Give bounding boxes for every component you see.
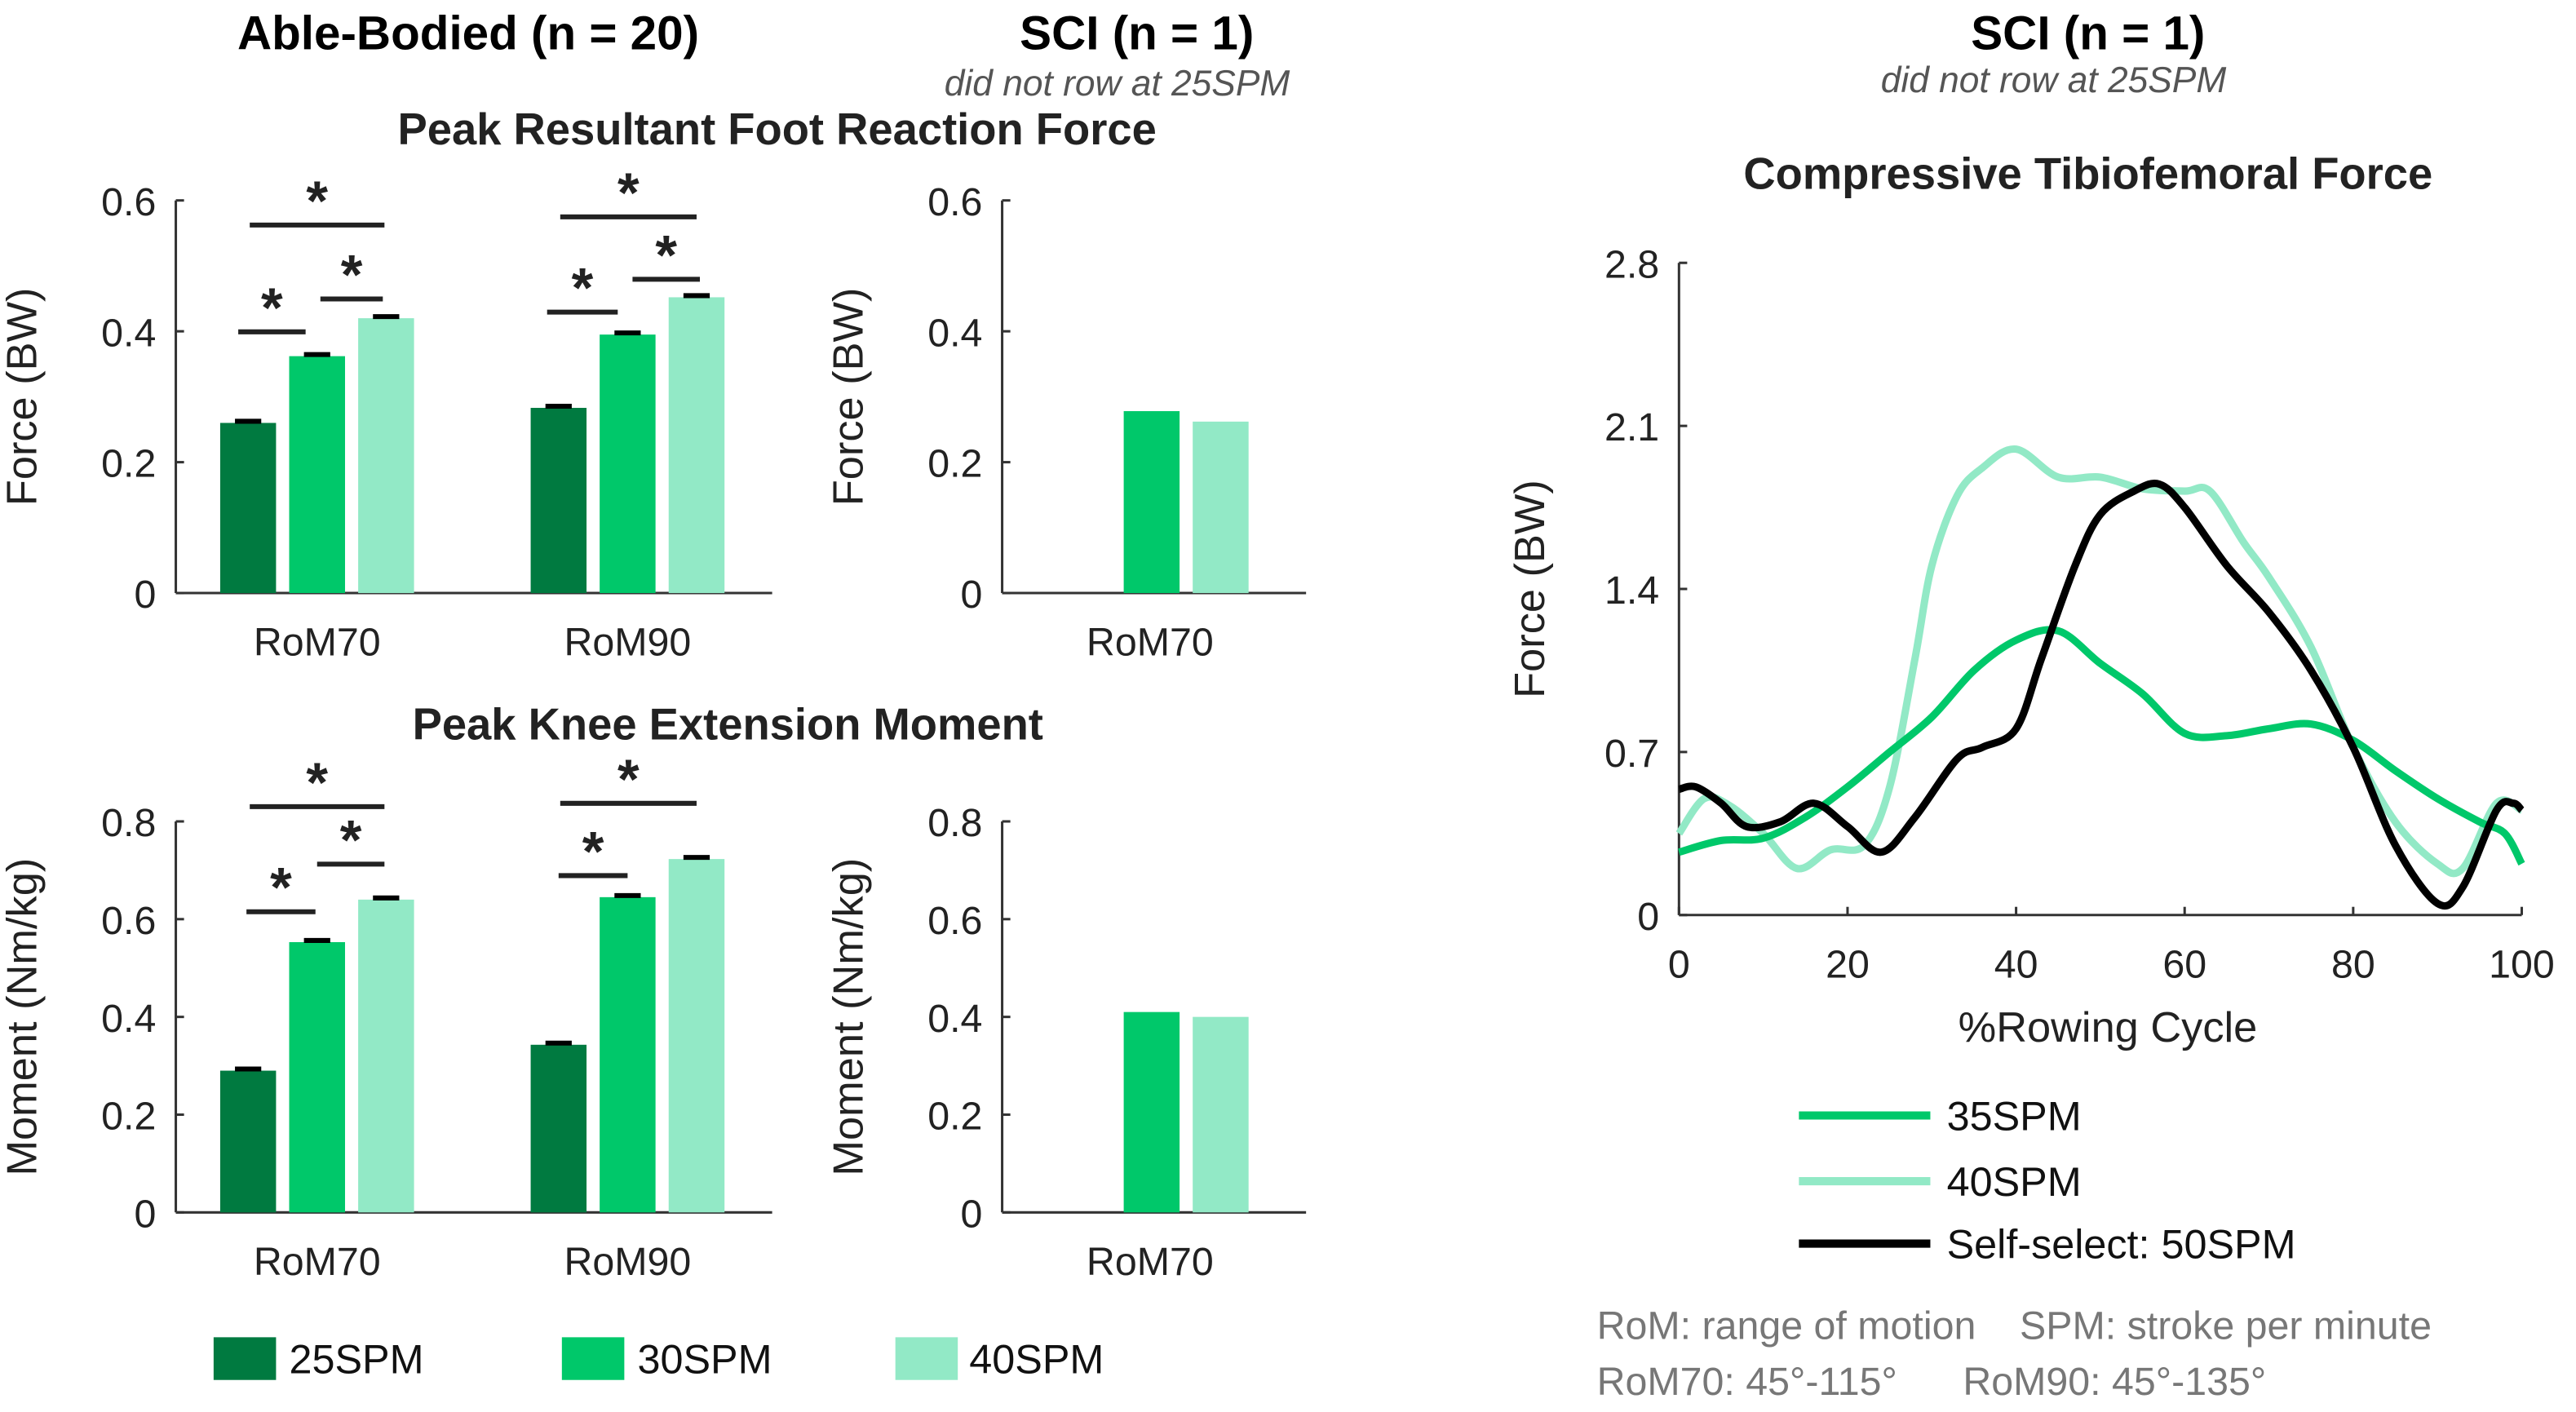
- bar-30spm-rom70: [289, 356, 345, 594]
- y-tick-label: 1.4: [1604, 569, 1659, 613]
- significance-star: *: [270, 856, 292, 919]
- legend-label-35spm: 35SPM: [1947, 1093, 2082, 1140]
- bar-30spm-rom90: [600, 334, 656, 594]
- bar-30spm-rom70: [1123, 1011, 1180, 1213]
- y-tick-label: 2.1: [1604, 405, 1659, 449]
- y-tick-label: 0.2: [101, 1095, 156, 1139]
- bar-40spm-rom70: [358, 318, 414, 594]
- bar-40spm-rom70: [358, 899, 414, 1213]
- x-tick-label: 100: [2489, 942, 2555, 986]
- note-rom-ranges: RoM70: 45°-115° RoM90: 45°-135°: [1597, 1360, 2267, 1404]
- header-sci-right-subtitle: did not row at 25SPM: [1881, 60, 2227, 100]
- y-tick-label: 0.6: [927, 180, 982, 224]
- x-tick-label: 40: [1994, 942, 2038, 986]
- title-foot-force: Peak Resultant Foot Reaction Force: [397, 104, 1156, 154]
- y-tick-label: 0.6: [927, 899, 982, 943]
- y-tick-label: 0.6: [101, 899, 156, 943]
- line-self-select-50spm: [1678, 480, 2525, 910]
- y-tick-label: 0.2: [927, 1095, 982, 1139]
- x-tick-label: RoM70: [1087, 1240, 1214, 1284]
- x-axis-label: %Rowing Cycle: [1959, 1004, 2258, 1051]
- y-tick-label: 0: [134, 573, 156, 617]
- line-35spm: [1678, 626, 2525, 866]
- bar-25spm-rom70: [219, 1070, 277, 1213]
- y-axis-label: Force (BW): [1507, 480, 1554, 698]
- x-tick-label: 60: [2162, 942, 2206, 986]
- y-tick-label: 0.8: [101, 801, 156, 845]
- bar-25spm-rom90: [530, 1044, 587, 1213]
- y-tick-label: 0.4: [927, 311, 982, 355]
- y-tick-label: 0.2: [101, 442, 156, 486]
- x-tick-label: RoM70: [254, 621, 381, 665]
- y-tick-label: 0.6: [101, 180, 156, 224]
- bar-legend: 25SPM 30SPM 40SPM: [213, 1336, 1104, 1383]
- significance-star: *: [306, 170, 328, 232]
- bar-30spm-rom70: [1123, 411, 1180, 594]
- significance-star: *: [341, 243, 363, 306]
- header-able-bodied: Able-Bodied (n = 20): [237, 7, 699, 60]
- x-tick-label: 20: [1826, 942, 1870, 986]
- x-tick-label: RoM70: [254, 1240, 381, 1284]
- legend-swatch-40spm: [895, 1337, 958, 1380]
- y-tick-label: 0.8: [927, 801, 982, 845]
- x-tick-label: RoM70: [1087, 621, 1214, 665]
- significance-star: *: [617, 748, 640, 811]
- y-tick-label: 0.2: [927, 442, 982, 486]
- x-tick-label: 0: [1668, 942, 1690, 986]
- header-sci: SCI (n = 1): [1020, 7, 1254, 60]
- y-tick-label: 0.4: [101, 997, 156, 1041]
- significance-star: *: [572, 257, 594, 320]
- significance-star: *: [340, 808, 362, 871]
- y-axis-label: Force (BW): [0, 288, 46, 507]
- header-sci-right: SCI (n = 1): [1971, 7, 2205, 60]
- legend-label-40spm: 40SPM: [969, 1336, 1104, 1383]
- bar-30spm-rom70: [289, 941, 345, 1213]
- legend-swatch-25spm: [213, 1337, 277, 1380]
- x-tick-label: RoM90: [564, 621, 691, 665]
- significance-star: *: [582, 820, 604, 883]
- y-tick-label: 0: [134, 1192, 156, 1236]
- legend-label-30spm: 30SPM: [637, 1336, 772, 1383]
- significance-star: *: [617, 162, 640, 224]
- y-tick-label: 0.4: [101, 311, 156, 355]
- bar-40spm-rom70: [1193, 1016, 1249, 1213]
- significance-star: *: [655, 224, 677, 286]
- note-abbreviations: RoM: range of motion SPM: stroke per min…: [1597, 1304, 2432, 1348]
- x-tick-label: RoM90: [564, 1240, 691, 1284]
- y-tick-label: 0.7: [1604, 732, 1659, 776]
- legend-label-25spm: 25SPM: [290, 1336, 424, 1383]
- legend-label-50spm: Self-select: 50SPM: [1947, 1221, 2296, 1268]
- y-tick-label: 0.4: [927, 997, 982, 1041]
- legend-label-40spm-line: 40SPM: [1947, 1158, 2082, 1205]
- y-tick-label: 2.8: [1604, 242, 1659, 286]
- bar-40spm-rom90: [668, 859, 725, 1213]
- y-axis-label: Moment (Nm/kg): [0, 858, 46, 1176]
- title-tibiofemoral: Compressive Tibiofemoral Force: [1743, 149, 2432, 199]
- significance-star: *: [306, 751, 328, 814]
- bar-40spm-rom70: [1193, 421, 1249, 594]
- y-tick-label: 0: [961, 1192, 983, 1236]
- header-sci-subtitle: did not row at 25SPM: [945, 64, 1290, 104]
- y-tick-label: 0: [1637, 895, 1659, 939]
- legend-swatch-30spm: [561, 1337, 625, 1380]
- bar-25spm-rom90: [530, 408, 587, 594]
- bar-30spm-rom90: [600, 896, 656, 1213]
- y-axis-label: Moment (Nm/kg): [825, 858, 872, 1176]
- x-tick-label: 80: [2331, 942, 2375, 986]
- significance-star: *: [261, 277, 283, 339]
- line-40spm: [1675, 445, 2524, 878]
- line-legend: 35SPM 40SPM Self-select: 50SPM: [1799, 1093, 2296, 1268]
- y-tick-label: 0: [961, 573, 983, 617]
- bar-40spm-rom90: [668, 297, 725, 594]
- y-axis-label: Force (BW): [825, 288, 872, 507]
- bar-25spm-rom70: [219, 423, 277, 594]
- title-knee-moment: Peak Knee Extension Moment: [413, 699, 1043, 749]
